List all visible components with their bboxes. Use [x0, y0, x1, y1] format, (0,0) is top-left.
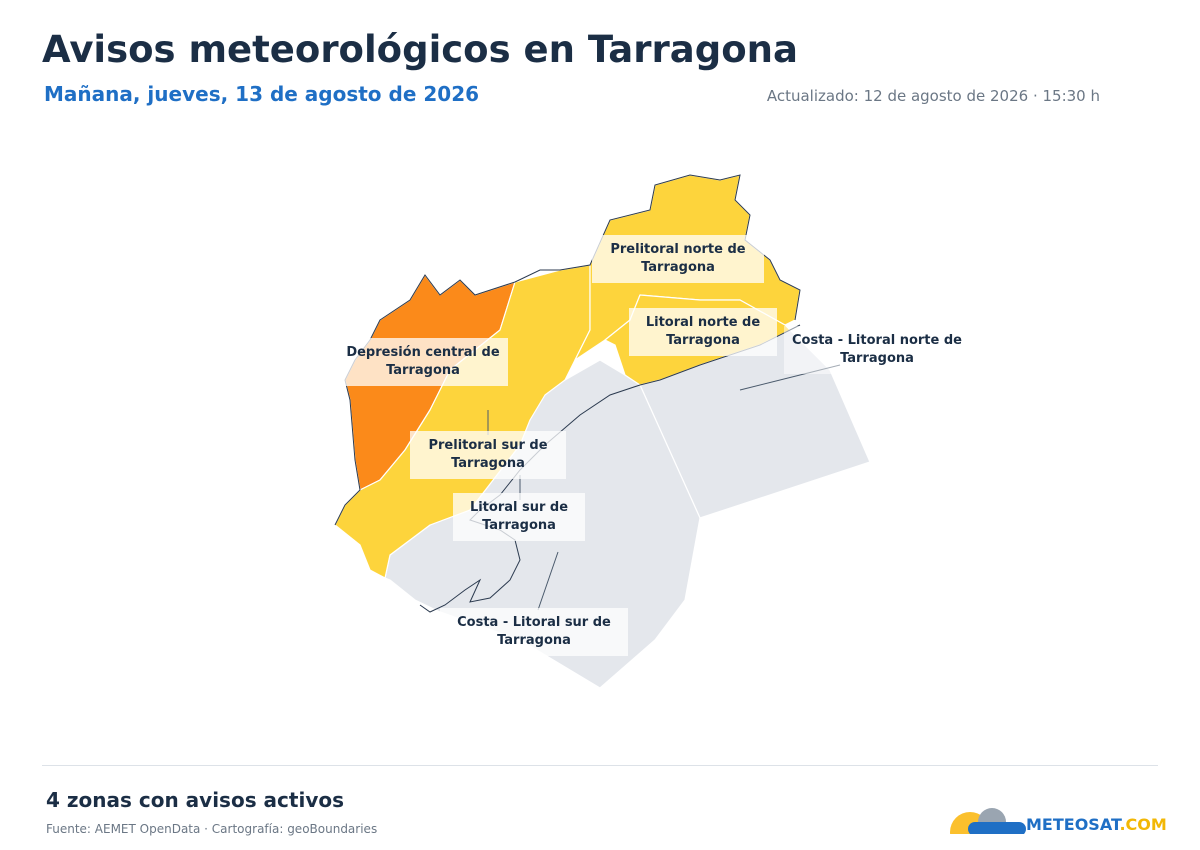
zone-label: Prelitoral norte de Tarragona [592, 235, 764, 283]
logo: METEOSAT.COM [1026, 815, 1167, 834]
zone-label: Prelitoral sur de Tarragona [410, 431, 566, 479]
updated-time: Actualizado: 12 de agosto de 2026 · 15:3… [766, 87, 1100, 105]
zone-label: Litoral norte de Tarragona [629, 308, 777, 356]
zone-label: Costa - Litoral sur de Tarragona [440, 608, 628, 656]
title: Avisos meteorológicos en Tarragona [42, 28, 798, 71]
zone-label: Depresión central de Tarragona [338, 338, 508, 386]
source: Fuente: AEMET OpenData · Cartografía: ge… [46, 822, 378, 836]
summary: 4 zonas con avisos activos [46, 788, 345, 812]
logo-suffix: .COM [1119, 815, 1167, 834]
zone-label: Litoral sur de Tarragona [453, 493, 585, 541]
logo-main: METEOSAT [1026, 815, 1120, 834]
subtitle: Mañana, jueves, 13 de agosto de 2026 [44, 82, 480, 106]
zone-label: Costa - Litoral norte de Tarragona [784, 326, 970, 374]
divider [42, 765, 1158, 766]
logo-icon [950, 808, 1026, 834]
